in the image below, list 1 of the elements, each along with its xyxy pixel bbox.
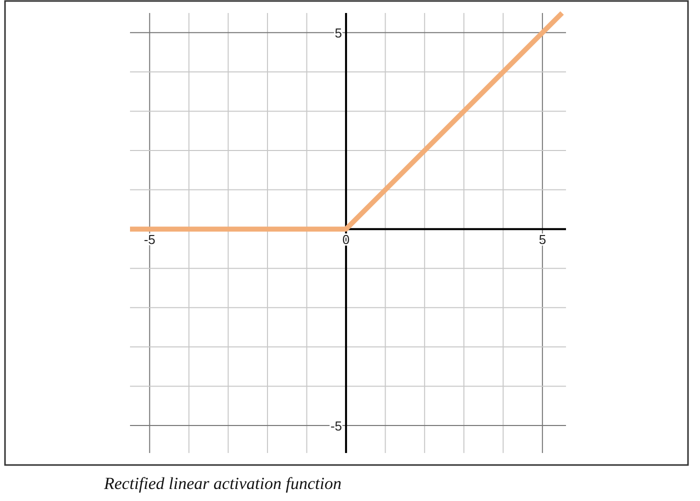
text: Rectified linear activation function: [103, 474, 342, 493]
